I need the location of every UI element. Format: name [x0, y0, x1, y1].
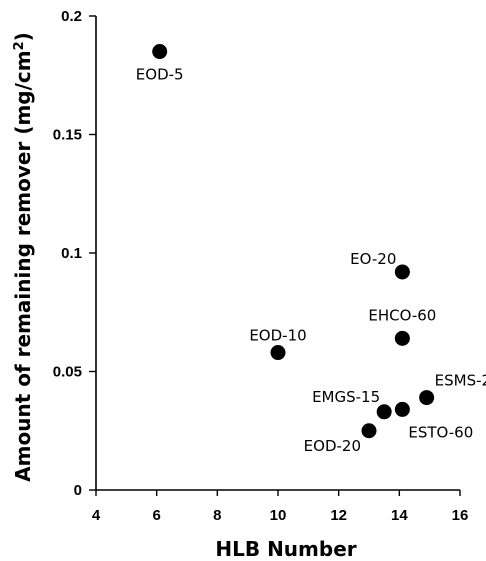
- data-point-esto-60: [394, 401, 410, 417]
- point-label-eod-10: EOD-10: [249, 327, 306, 345]
- y-tick-label-0: 0: [74, 482, 82, 499]
- x-axis-title: HLB Number: [215, 537, 356, 561]
- x-tick-label-6: 6: [152, 507, 160, 524]
- point-label-emgs-15: EMGS-15: [312, 388, 380, 406]
- data-point-emgs-15: [376, 404, 392, 420]
- x-tick-label-10: 10: [270, 507, 287, 524]
- y-axis-title: Amount of remaining remover (mg/cm2): [11, 32, 35, 482]
- x-ticks: 4 6 8 10 12 14 16: [92, 490, 469, 524]
- x-tick-label-4: 4: [92, 507, 101, 524]
- point-label-ehco-60: EHCO-60: [368, 306, 436, 324]
- y-tick-label-2: 0.1: [61, 245, 82, 262]
- y-axis-title-tail: ): [11, 32, 35, 41]
- data-point-eod-5: [152, 44, 168, 60]
- y-axis-title-sup: 2: [12, 41, 27, 50]
- data-point-eod-20: [361, 423, 377, 439]
- y-ticks: 0 0.05 0.1 0.15 0.2: [53, 8, 96, 499]
- point-label-esto-60: ESTO-60: [408, 423, 473, 441]
- x-tick-label-14: 14: [391, 507, 408, 524]
- point-label-esms-20: ESMS-20: [435, 372, 486, 390]
- x-tick-label-12: 12: [330, 507, 347, 524]
- axes: [95, 16, 460, 491]
- x-tick-label-16: 16: [452, 507, 469, 524]
- y-tick-label-4: 0.2: [61, 8, 82, 25]
- y-tick-label-3: 0.15: [53, 127, 82, 144]
- point-label-eod-20: EOD-20: [304, 437, 361, 455]
- data-point-ehco-60: [394, 330, 410, 346]
- point-label-eod-5: EOD-5: [136, 66, 184, 84]
- y-axis-title-main: Amount of remaining remover (mg/cm: [11, 50, 35, 481]
- data-point-eo-20: [394, 264, 410, 280]
- point-label-eo-20: EO-20: [350, 250, 396, 268]
- y-tick-label-1: 0.05: [53, 364, 82, 381]
- x-tick-label-8: 8: [213, 507, 221, 524]
- data-point-eod-10: [270, 345, 286, 361]
- data-points: EOD-5 EO-20 EOD-10 EHCO-60 EMGS-15 EOD-20 ESTO…: [136, 44, 486, 455]
- data-point-esms-20: [419, 390, 435, 406]
